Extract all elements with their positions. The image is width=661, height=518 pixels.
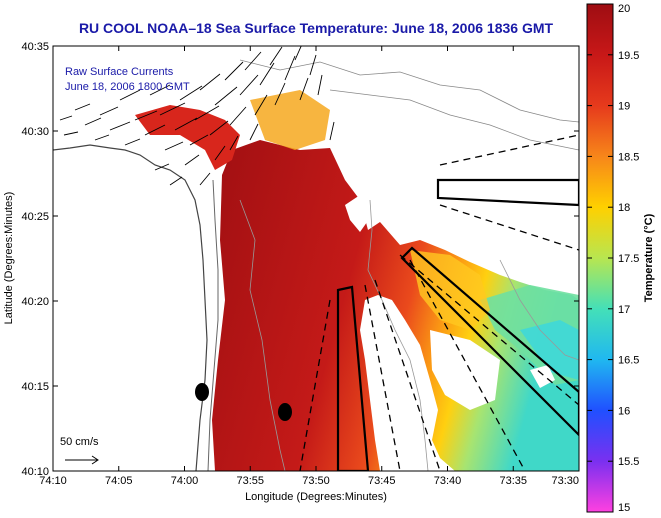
colorbar-tick-label: 19.5 <box>618 50 639 62</box>
sst-field-north <box>135 105 240 170</box>
x-tick-label: 73:35 <box>499 475 527 487</box>
buoy-marker <box>278 403 292 421</box>
bathymetry-contour <box>239 199 286 471</box>
currents-legend-line2: June 18, 2006 1800 GMT <box>65 81 190 93</box>
currents-legend-line1: Raw Surface Currents <box>65 66 174 78</box>
vector-scale-label: 50 cm/s <box>60 436 99 448</box>
colorbar-tick-label: 18 <box>618 202 630 214</box>
sector-dashed-lines <box>299 134 579 471</box>
y-axis-label: Latitude (Degrees:Minutes) <box>3 192 15 325</box>
sst-cyan-patch <box>520 320 579 380</box>
y-tick-label: 40:35 <box>21 41 49 53</box>
y-tick-label: 40:25 <box>21 211 49 223</box>
cloud-gap <box>430 330 500 410</box>
colorbar-tick-label: 16 <box>618 405 630 417</box>
x-tick-label: 73:40 <box>434 475 462 487</box>
x-tick-label: 73:45 <box>368 475 396 487</box>
buoy-marker <box>195 383 209 401</box>
y-axis: 40:35 40:30 40:25 40:20 40:15 40:10 <box>21 41 579 478</box>
colorbar-tick-label: 19 <box>618 101 630 113</box>
x-tick-label: 73:30 <box>551 475 579 487</box>
colorbar-tick-label: 15.5 <box>618 456 639 468</box>
bathymetry-contour <box>499 259 579 361</box>
vector-scale-arrowhead <box>91 455 99 465</box>
x-tick-label: 74:00 <box>171 475 199 487</box>
colorbar-tick-label: 17.5 <box>618 253 639 265</box>
current-vectors <box>59 46 335 186</box>
colorbar-tick-label: 18.5 <box>618 151 639 163</box>
colorbar-label: Temperature (°C) <box>643 213 655 302</box>
x-tick-label: 74:05 <box>105 475 133 487</box>
y-tick-label: 40:10 <box>21 466 49 478</box>
colorbar-tick-label: 16.5 <box>618 355 639 367</box>
bathymetry-contour <box>367 199 429 471</box>
x-tick-label: 73:50 <box>302 475 330 487</box>
sst-warm-patch <box>250 90 330 150</box>
x-tick-label: 73:55 <box>236 475 264 487</box>
figure-title: RU COOL NOAA–18 Sea Surface Temperature:… <box>79 20 554 36</box>
x-axis: 74:10 74:05 74:00 73:55 73:50 73:45 73:40 73:35… <box>39 46 580 487</box>
x-tick-label: 74:10 <box>39 475 67 487</box>
colorbar-tick-label: 15 <box>618 502 630 514</box>
x-axis-label: Longitude (Degrees:Minutes) <box>245 491 387 503</box>
y-tick-label: 40:15 <box>21 381 49 393</box>
cloud-gap <box>345 195 372 232</box>
coastline-inner <box>207 179 219 471</box>
map-plot: Raw Surface Currents June 18, 2006 1800 … <box>53 46 579 471</box>
colorbar-tick-label: 17 <box>618 304 630 316</box>
coastline <box>53 144 208 471</box>
y-tick-label: 40:20 <box>21 296 49 308</box>
cloud-gap <box>530 365 555 388</box>
y-tick-label: 40:30 <box>21 126 49 138</box>
sector-boxes <box>336 178 579 471</box>
sst-yellow-band <box>410 250 490 330</box>
bathymetry-contour <box>329 89 579 151</box>
bathymetry-contour <box>239 59 579 123</box>
colorbar-tick-label: 20 <box>618 3 630 15</box>
colorbar-ticks: 20 19.5 19 18.5 18 17.5 17 16.5 16 15.5 15 <box>587 3 639 514</box>
